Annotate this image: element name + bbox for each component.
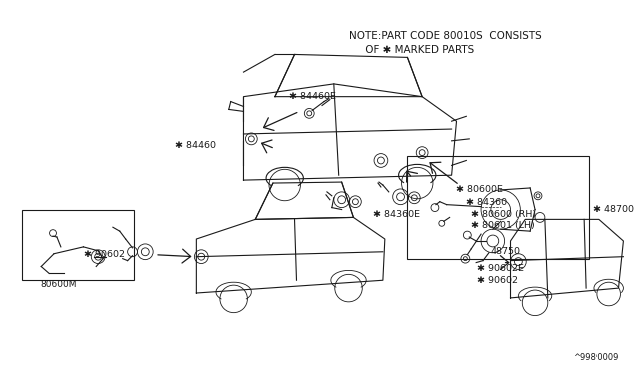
Text: ✱ 90602: ✱ 90602 [477, 276, 518, 285]
Bar [408, 155, 589, 259]
Text: ✱ 90602: ✱ 90602 [84, 250, 125, 259]
Text: ✱ 84460E: ✱ 84460E [289, 92, 335, 101]
Text: ✱ 48700: ✱ 48700 [593, 205, 634, 214]
Text: ✱ 90602E: ✱ 90602E [477, 264, 524, 273]
Text: ✱ 80600 (RH): ✱ 80600 (RH) [471, 210, 536, 219]
Text: OF ✱ MARKED PARTS: OF ✱ MARKED PARTS [349, 45, 474, 55]
Text: 80600M: 80600M [41, 280, 77, 289]
Text: ✱ 84360: ✱ 84360 [467, 198, 508, 207]
Text: ✱ 84360E: ✱ 84360E [373, 210, 420, 219]
Text: ✱ 80600E: ✱ 80600E [456, 185, 502, 195]
Text: ✱ 84460: ✱ 84460 [175, 141, 216, 150]
Text: NOTE:PART CODE 80010S  CONSISTS: NOTE:PART CODE 80010S CONSISTS [349, 31, 541, 41]
Text: ^998ⁱ0009: ^998ⁱ0009 [573, 353, 618, 362]
Bar [22, 209, 134, 280]
Text: ✱ 80601 (LH): ✱ 80601 (LH) [471, 221, 535, 230]
Text: 48750: 48750 [491, 247, 521, 256]
